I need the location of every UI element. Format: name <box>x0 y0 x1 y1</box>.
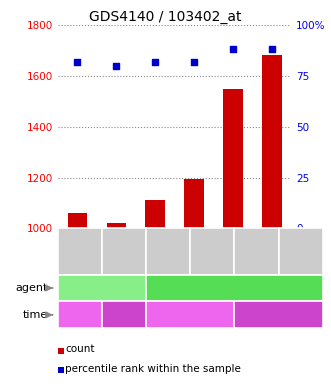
Point <box>269 46 274 53</box>
Point <box>230 46 236 53</box>
Text: GSM558059: GSM558059 <box>296 226 305 277</box>
Text: 24
hours: 24 hours <box>65 304 95 326</box>
Text: time: time <box>23 310 48 320</box>
Text: GDS4140 / 103402_at: GDS4140 / 103402_at <box>89 10 242 23</box>
Text: 24 hours: 24 hours <box>167 310 213 320</box>
Text: count: count <box>65 344 94 354</box>
Point <box>153 58 158 65</box>
Text: percentile rank within the sample: percentile rank within the sample <box>65 364 241 374</box>
Text: 48
hours: 48 hours <box>109 304 139 326</box>
Text: GSM558057: GSM558057 <box>208 226 217 277</box>
Bar <box>107 223 126 228</box>
Bar <box>68 213 87 228</box>
Point <box>75 58 80 65</box>
Text: GSM558058: GSM558058 <box>252 226 261 277</box>
Text: GSM558055: GSM558055 <box>119 226 129 277</box>
Point <box>191 58 197 65</box>
Bar <box>262 55 282 228</box>
Bar <box>145 200 165 228</box>
Bar <box>184 179 204 228</box>
Text: GSM558054: GSM558054 <box>75 226 84 277</box>
Text: agent: agent <box>16 283 48 293</box>
Point <box>114 63 119 69</box>
Text: control: control <box>84 283 120 293</box>
Bar <box>223 89 243 228</box>
Text: GSM558056: GSM558056 <box>164 226 173 277</box>
Text: 48 hours: 48 hours <box>256 310 302 320</box>
Text: lactacystin: lactacystin <box>206 283 263 293</box>
